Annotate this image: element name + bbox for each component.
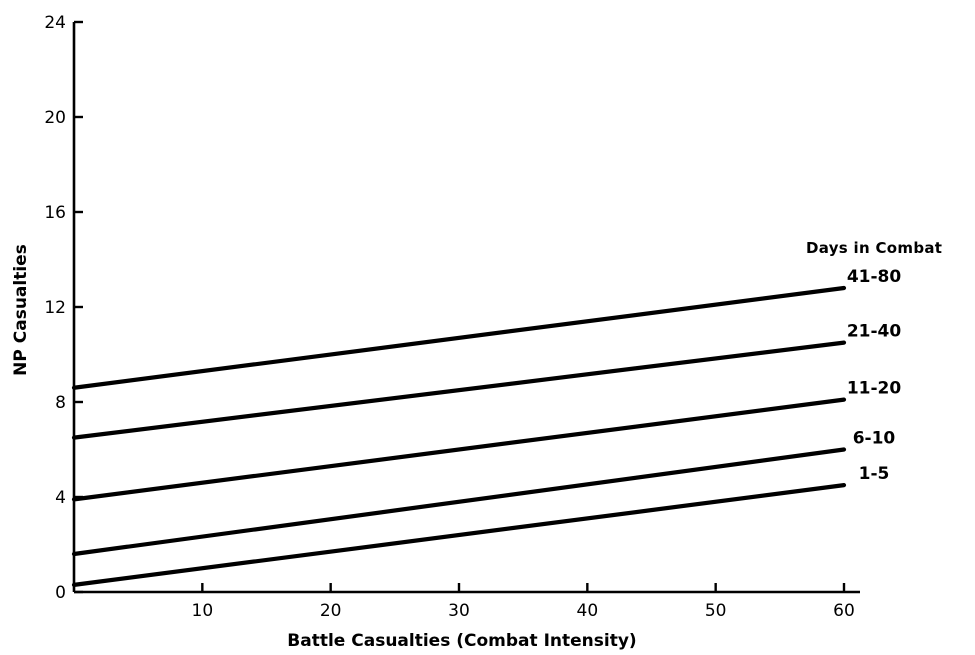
series-line-41-80 [71, 285, 847, 390]
legend-title: Days in Combat [806, 239, 942, 257]
series-line-21-40 [71, 340, 847, 440]
y-axis: 0 4 8 12 16 20 24 [44, 13, 83, 603]
series-label-11-20: 11-20 [847, 379, 902, 399]
y-tick-label: 16 [44, 203, 66, 223]
series-label-41-80: 41-80 [847, 267, 902, 287]
x-tick-label: 40 [577, 601, 599, 621]
y-tick-label: 24 [44, 13, 66, 33]
series-label-1-5: 1-5 [859, 464, 890, 484]
y-tick-label: 20 [44, 108, 66, 128]
series-label-21-40: 21-40 [847, 322, 902, 342]
series-line-1-5 [71, 483, 847, 587]
x-tick-label: 20 [320, 601, 342, 621]
x-axis-title: Battle Casualties (Combat Intensity) [287, 631, 636, 651]
y-ticks: 0 4 8 12 16 20 24 [44, 13, 83, 603]
x-tick-label: 10 [192, 601, 214, 621]
x-tick-label: 50 [705, 601, 727, 621]
y-tick-label: 0 [55, 583, 66, 603]
series-line-6-10 [71, 447, 847, 557]
y-tick-label: 4 [55, 488, 66, 508]
y-tick-label: 12 [44, 298, 66, 318]
series-label-6-10: 6-10 [853, 429, 896, 449]
x-tick-label: 60 [833, 601, 855, 621]
x-axis: 10 20 30 40 50 60 [74, 583, 860, 621]
x-ticks: 10 20 30 40 50 60 [192, 583, 855, 621]
series-lines [71, 285, 847, 587]
series-line-11-20 [71, 397, 847, 502]
x-tick-label: 30 [448, 601, 470, 621]
y-axis-title: NP Casualties [11, 244, 31, 376]
y-tick-label: 8 [55, 393, 66, 413]
series-labels: 41-80 21-40 11-20 6-10 1-5 [847, 267, 902, 484]
